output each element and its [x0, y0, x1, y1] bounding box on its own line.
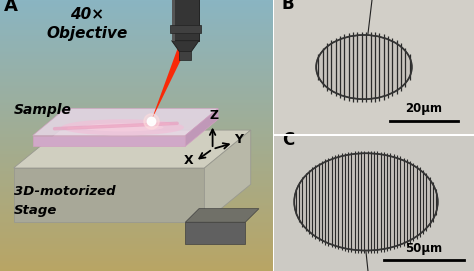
Bar	[0, 235, 273, 244]
Ellipse shape	[61, 119, 184, 136]
Text: Objective: Objective	[46, 26, 128, 41]
Polygon shape	[33, 108, 218, 136]
Ellipse shape	[82, 123, 164, 131]
Polygon shape	[33, 136, 185, 146]
Bar	[0, 72, 273, 81]
Text: 20μm: 20μm	[405, 102, 443, 115]
Polygon shape	[185, 108, 218, 146]
Text: C: C	[282, 131, 294, 149]
Bar	[170, 25, 201, 33]
Circle shape	[316, 35, 412, 99]
Text: B: B	[282, 0, 295, 13]
Bar	[0, 99, 273, 108]
Polygon shape	[185, 222, 245, 244]
Polygon shape	[151, 41, 190, 121]
Bar	[0, 108, 273, 117]
Bar	[0, 226, 273, 235]
Bar	[0, 117, 273, 127]
Bar	[0, 199, 273, 208]
Bar	[0, 54, 273, 63]
Text: Y: Y	[234, 133, 243, 146]
Bar	[0, 127, 273, 136]
Bar	[0, 262, 273, 271]
Circle shape	[294, 153, 438, 250]
Bar	[0, 45, 273, 54]
Text: X: X	[184, 154, 193, 167]
Bar	[0, 163, 273, 172]
Bar	[0, 253, 273, 262]
Text: Stage: Stage	[14, 204, 57, 217]
Bar	[0, 136, 273, 190]
Bar	[0, 0, 273, 136]
Text: 50μm: 50μm	[405, 242, 443, 255]
Bar	[0, 136, 273, 271]
Bar	[0, 217, 273, 226]
Bar	[0, 136, 273, 144]
Bar	[0, 81, 273, 90]
Text: A: A	[4, 0, 18, 15]
Text: 3D-motorized: 3D-motorized	[14, 185, 115, 198]
Bar	[0, 144, 273, 154]
Bar	[0, 18, 273, 27]
Bar	[0, 208, 273, 217]
Polygon shape	[204, 130, 251, 222]
Bar	[0, 154, 273, 163]
Bar	[0, 172, 273, 181]
Polygon shape	[14, 168, 204, 222]
Bar	[172, 0, 175, 41]
Bar	[0, 244, 273, 253]
Bar	[0, 9, 273, 18]
Polygon shape	[172, 41, 199, 51]
Polygon shape	[185, 209, 259, 222]
Text: Z: Z	[210, 109, 219, 122]
Text: Sample: Sample	[14, 103, 72, 117]
Bar	[0, 36, 273, 45]
Bar	[172, 0, 199, 41]
Polygon shape	[14, 130, 251, 168]
Bar	[0, 90, 273, 99]
Bar	[0, 181, 273, 190]
Bar	[179, 51, 191, 60]
Bar	[0, 190, 273, 199]
Text: 40×: 40×	[70, 7, 104, 22]
Bar	[0, 63, 273, 72]
Bar	[0, 0, 273, 9]
Bar	[0, 27, 273, 36]
